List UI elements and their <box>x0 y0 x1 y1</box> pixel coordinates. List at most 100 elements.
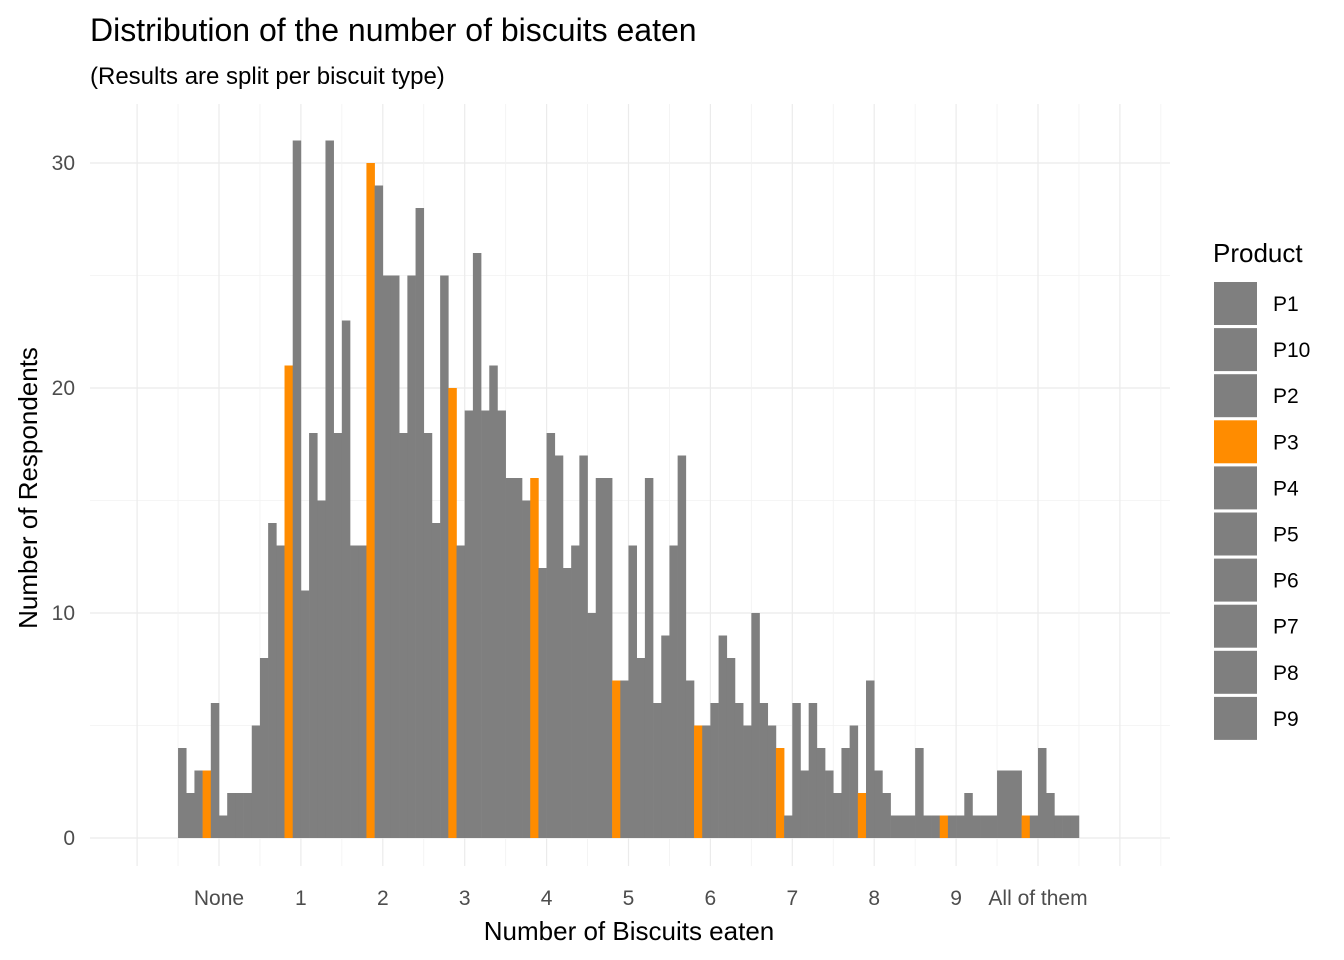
bar-p6-2 <box>390 275 400 838</box>
bar-p7-1 <box>317 500 326 838</box>
bar-p8-8 <box>898 815 908 838</box>
bar-p4-9 <box>947 815 957 838</box>
bar-p8-7 <box>816 748 826 838</box>
bar-p6-4 <box>554 455 564 838</box>
bar-p2-4 <box>522 500 531 838</box>
bar-p8-6 <box>734 703 744 838</box>
bar-p2-all-of-them <box>1013 770 1022 838</box>
bar-p5-4 <box>546 433 556 838</box>
legend-label-p7: P7 <box>1273 616 1299 639</box>
bar-p5-6 <box>710 703 719 838</box>
bar-p4-4 <box>538 568 547 838</box>
bar-p5-3 <box>464 410 474 838</box>
bar-p7-3 <box>481 410 490 838</box>
bar-p7-all-of-them <box>1054 815 1063 838</box>
bar-p7-7 <box>808 703 818 838</box>
bar-p8-5 <box>653 703 662 838</box>
bar-p2-2 <box>358 545 367 838</box>
bar-p3-5 <box>612 680 621 838</box>
bar-p6-none <box>227 793 236 838</box>
legend-label-p1: P1 <box>1273 293 1299 316</box>
bar-p3-8 <box>857 793 867 838</box>
legend-label-p6: P6 <box>1273 570 1299 593</box>
bar-p8-all-of-them <box>1062 815 1072 838</box>
bar-p9-5 <box>661 635 670 838</box>
bar-p4-3 <box>456 545 465 838</box>
bar-p5-5 <box>628 545 637 838</box>
bar-p7-6 <box>726 658 736 838</box>
bar-p10-5 <box>595 478 605 838</box>
bar-p4-1 <box>292 140 302 838</box>
bar-p9-all-of-them <box>1070 815 1080 838</box>
bar-p6-all-of-them <box>1046 793 1055 838</box>
bar-p10-all-of-them <box>1005 770 1014 838</box>
bar-p7-4 <box>562 568 572 838</box>
bar-p1-none <box>178 748 187 838</box>
bar-p10-none <box>186 793 195 838</box>
bar-p10-2 <box>350 545 359 838</box>
bar-p3-7 <box>775 748 785 838</box>
bar-p1-5 <box>587 613 597 838</box>
legend-swatch-p3 <box>1214 420 1257 464</box>
bar-p9-8 <box>906 815 916 838</box>
legend-label-p3: P3 <box>1273 431 1299 454</box>
legend-swatch-p8 <box>1214 650 1257 694</box>
bar-p6-3 <box>472 253 482 838</box>
bar-p7-8 <box>890 815 900 838</box>
legend-label-p2: P2 <box>1273 385 1299 408</box>
bar-p4-2 <box>374 185 384 838</box>
bar-p6-5 <box>636 658 646 838</box>
bar-p2-none <box>194 770 203 838</box>
y-tick-label: 20 <box>52 377 75 400</box>
bar-p4-5 <box>620 680 629 838</box>
bar-p9-7 <box>825 770 834 838</box>
x-tick-label: 1 <box>295 887 307 910</box>
legend-label-p8: P8 <box>1273 662 1299 685</box>
bar-p5-2 <box>382 275 392 838</box>
x-tick-label: All of them <box>988 887 1087 910</box>
bar-p1-2 <box>341 320 351 838</box>
bar-p3-all-of-them <box>1021 815 1031 838</box>
bar-p3-9 <box>939 815 949 838</box>
bar-p3-none <box>202 770 212 838</box>
bar-p5-all-of-them <box>1038 748 1047 838</box>
bar-p10-7 <box>759 703 769 838</box>
legend: P1 P10 P2 P3 P4 P5 P6 P7 P8 P9 <box>1214 282 1310 740</box>
legend-swatch-p4 <box>1214 466 1257 510</box>
bar-p8-4 <box>571 545 580 838</box>
bar-p10-8 <box>841 748 850 838</box>
legend-swatch-p2 <box>1214 374 1257 418</box>
bar-p3-6 <box>694 725 703 838</box>
bar-p1-9 <box>915 748 924 838</box>
bar-p1-all-of-them <box>997 770 1006 838</box>
bar-p9-2 <box>415 208 425 838</box>
bar-p8-2 <box>407 275 416 838</box>
x-tick-label: 5 <box>623 887 635 910</box>
bar-p5-8 <box>874 770 883 838</box>
bar-p9-9 <box>988 815 998 838</box>
legend-label-p10: P10 <box>1273 339 1310 362</box>
bar-p2-6 <box>685 680 695 838</box>
legend-label-p9: P9 <box>1273 708 1299 731</box>
bar-p6-1 <box>309 433 318 838</box>
chart-title: Distribution of the number of biscuits e… <box>90 12 697 48</box>
y-tick-label: 30 <box>52 152 75 175</box>
chart-subtitle: (Results are split per biscuit type) <box>90 63 445 90</box>
x-tick-label: 6 <box>705 887 717 910</box>
bar-p5-7 <box>792 703 801 838</box>
bar-p3-1 <box>284 365 294 838</box>
bar-p2-7 <box>767 725 777 838</box>
bar-p2-9 <box>931 815 941 838</box>
bar-p4-all-of-them <box>1029 815 1039 838</box>
legend-swatch-p5 <box>1214 512 1257 556</box>
bar-p9-none <box>251 725 261 838</box>
x-tick-label: 7 <box>786 887 798 910</box>
x-tick-label: 4 <box>541 887 553 910</box>
bar-p5-1 <box>300 590 310 838</box>
x-tick-label: 9 <box>950 887 962 910</box>
bar-p4-7 <box>784 815 793 838</box>
bar-p1-4 <box>505 478 515 838</box>
bar-p9-3 <box>497 410 506 838</box>
bar-p10-9 <box>923 815 932 838</box>
